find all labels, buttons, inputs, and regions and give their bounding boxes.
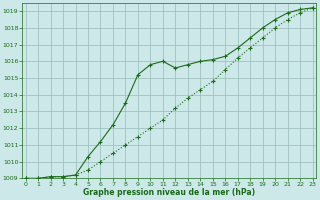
X-axis label: Graphe pression niveau de la mer (hPa): Graphe pression niveau de la mer (hPa) xyxy=(83,188,255,197)
